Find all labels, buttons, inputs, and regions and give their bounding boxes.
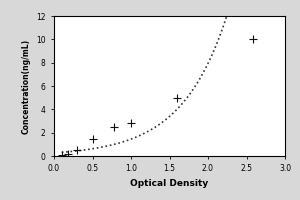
X-axis label: Optical Density: Optical Density (130, 179, 208, 188)
Y-axis label: Concentration(ng/mL): Concentration(ng/mL) (22, 38, 31, 134)
